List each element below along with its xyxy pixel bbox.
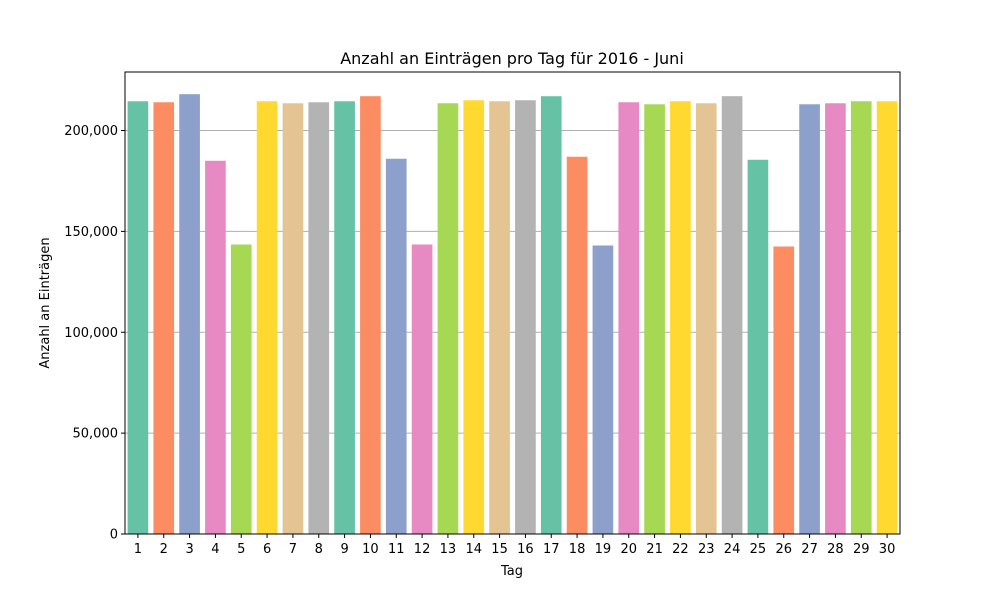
bar-day-6 [256, 101, 278, 535]
bar-day-9 [334, 101, 355, 535]
bar-day-8 [308, 102, 330, 534]
bar-day-1 [127, 101, 149, 535]
bar-day-17 [540, 96, 562, 535]
x-tick-label: 24 [724, 542, 741, 557]
bar-day-14 [463, 100, 485, 535]
x-axis-label: Tag [500, 564, 523, 579]
y-axis-ticks: 0 50,000 100,000 150,000 200,000 [64, 124, 125, 543]
y-tick-label: 0 [110, 528, 118, 543]
bar-day-24 [721, 96, 743, 535]
x-tick-label: 10 [362, 542, 379, 557]
bar-day-11 [385, 158, 407, 534]
chart-title: Anzahl an Einträgen pro Tag für 2016 - J… [340, 49, 684, 68]
x-tick-label: 6 [263, 542, 271, 557]
bar-day-2 [153, 102, 175, 534]
bar-day-18 [566, 156, 588, 534]
x-tick-label: 20 [620, 542, 637, 557]
bar-day-5 [230, 244, 252, 534]
x-tick-label: 9 [340, 542, 348, 557]
x-tick-label: 25 [750, 542, 767, 557]
x-tick-label: 7 [289, 542, 297, 557]
y-tick-label: 150,000 [64, 225, 118, 240]
y-axis-label: Anzahl an Einträgen [38, 237, 53, 368]
x-tick-label: 22 [672, 542, 689, 557]
bar-day-29 [850, 101, 872, 535]
bar-day-10 [360, 96, 381, 535]
plot-frame [124, 71, 901, 535]
x-tick-label: 2 [160, 542, 168, 557]
x-tick-label: 11 [388, 542, 405, 557]
bar-day-15 [489, 101, 510, 535]
bar-day-16 [515, 100, 536, 535]
y-tick-label: 100,000 [64, 326, 118, 341]
y-tick-label: 200,000 [64, 124, 118, 139]
bars [127, 94, 898, 535]
x-tick-label: 18 [569, 542, 586, 557]
bar-day-22 [670, 101, 691, 535]
x-tick-label: 13 [440, 542, 457, 557]
x-tick-label: 15 [491, 542, 508, 557]
x-tick-label: 3 [185, 542, 193, 557]
bar-day-19 [592, 245, 614, 534]
x-tick-label: 4 [211, 542, 219, 557]
x-tick-label: 19 [595, 542, 612, 557]
x-tick-label: 8 [315, 542, 323, 557]
bar-day-12 [411, 244, 433, 534]
x-tick-label: 29 [853, 542, 870, 557]
x-axis-ticks: 1 2 3 4 5 6 7 8 9 10 11 12 13 14 15 16 17 18 19 20 21 22 23 24 2… [134, 534, 896, 557]
bar-day-26 [773, 246, 795, 534]
x-tick-label: 21 [646, 542, 663, 557]
x-tick-label: 12 [414, 542, 431, 557]
x-tick-label: 27 [801, 542, 818, 557]
bar-day-13 [437, 103, 459, 534]
x-tick-label: 30 [879, 542, 896, 557]
x-tick-label: 1 [134, 542, 142, 557]
bar-day-23 [695, 103, 717, 534]
x-tick-label: 28 [827, 542, 844, 557]
x-tick-label: 26 [775, 542, 792, 557]
x-tick-label: 14 [465, 542, 482, 557]
x-tick-label: 23 [698, 542, 715, 557]
bar-day-25 [747, 159, 769, 534]
y-tick-label: 50,000 [73, 427, 119, 442]
bar-day-28 [825, 103, 846, 534]
x-tick-label: 16 [517, 542, 534, 557]
bar-day-7 [282, 103, 304, 534]
bar-day-3 [179, 94, 200, 534]
bar-day-30 [876, 101, 898, 535]
bar-day-4 [205, 160, 226, 534]
bar-day-21 [644, 104, 665, 534]
bar-day-20 [618, 102, 640, 534]
bar-day-27 [799, 104, 820, 534]
x-tick-label: 17 [543, 542, 560, 557]
x-tick-label: 5 [237, 542, 245, 557]
